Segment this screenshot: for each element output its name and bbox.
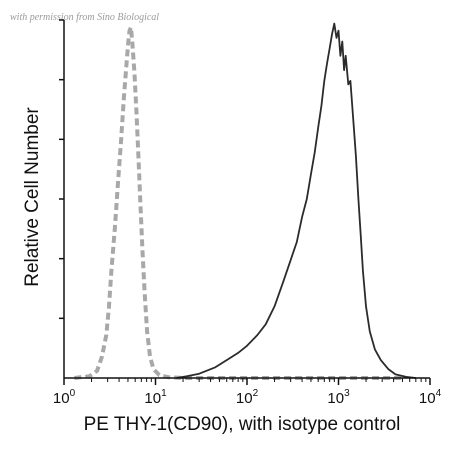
series-1-curve: [176, 22, 416, 379]
x-tick-label: 103: [327, 388, 350, 407]
x-axis-label: PE THY-1(CD90), with isotype control: [84, 414, 401, 435]
y-axis-label: Relative Cell Number: [22, 107, 43, 287]
axes: 100 101 102 103 104: [53, 19, 442, 407]
plot-area: [74, 22, 416, 380]
x-tick-label: 100: [53, 388, 76, 407]
x-tick-label: 104: [419, 388, 442, 407]
x-tick-label: 102: [236, 388, 259, 407]
x-tick-label: 101: [144, 388, 167, 407]
watermark: with permission from Sino Biological: [10, 12, 159, 23]
series-0-curve: [74, 26, 403, 380]
